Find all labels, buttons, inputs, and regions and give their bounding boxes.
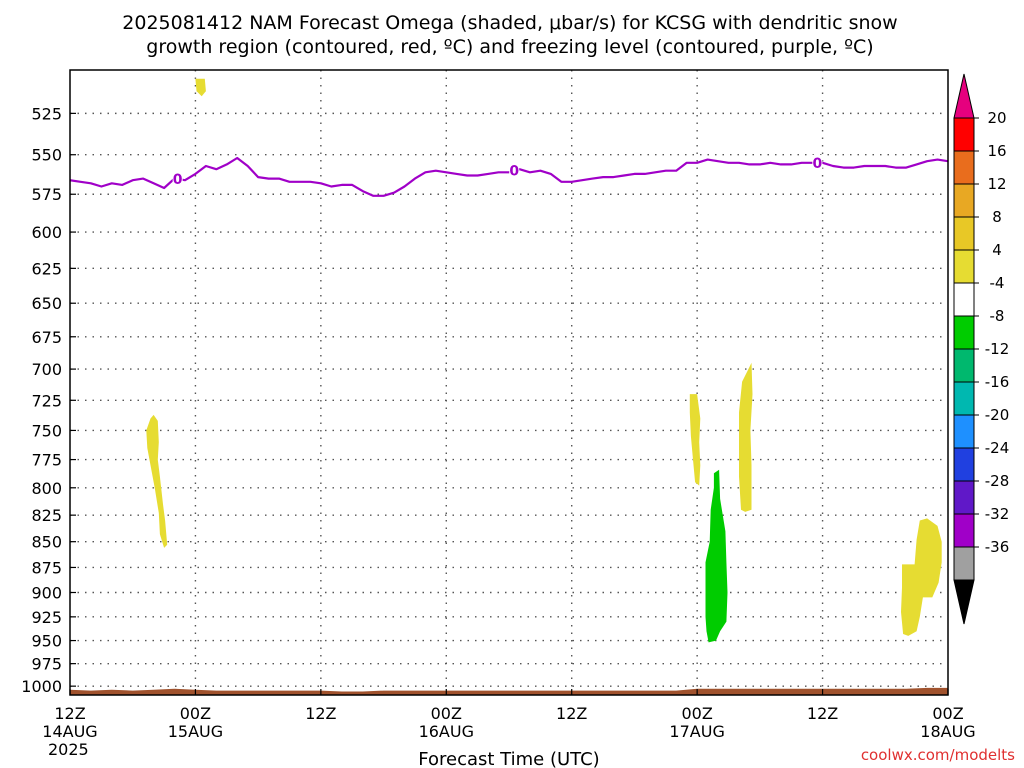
x-tick-label: 00Z — [180, 704, 211, 723]
colorbar: 20 16 12 8 4 -4 -8 -12 -16 -20 -24 -28 -32 -36 — [953, 73, 1010, 625]
x-tick-label: 00Z — [932, 704, 963, 723]
freezing-level-label: 0 — [509, 164, 519, 180]
colorbar-bottom-arrow — [953, 579, 975, 625]
plot-frame — [69, 69, 949, 696]
x-tick-date: 14AUG — [42, 722, 97, 741]
omega-region — [689, 394, 701, 486]
colorbar-tick-label: -28 — [985, 472, 1010, 490]
x-axis-label: Forecast Time (UTC) — [418, 749, 599, 768]
omega-region — [195, 78, 206, 97]
colorbar-tick-label: -16 — [985, 373, 1010, 391]
terrain — [70, 687, 948, 695]
y-tick-label: 950 — [31, 632, 62, 651]
colorbar-band — [953, 414, 975, 449]
freezing-level-label: 0 — [812, 156, 822, 172]
y-tick-label: 750 — [31, 421, 62, 440]
freezing-level-label: 0 — [173, 172, 183, 188]
y-tick-label: 625 — [31, 259, 62, 278]
colorbar-band — [953, 513, 975, 548]
colorbar-band — [953, 117, 975, 152]
y-tick-label: 675 — [31, 328, 62, 347]
omega-region — [705, 469, 728, 643]
colorbar-band — [953, 447, 975, 482]
y-tick-label: 600 — [31, 223, 62, 242]
colorbar-band — [953, 480, 975, 515]
colorbar-tick-label: -36 — [985, 538, 1010, 556]
y-tick-label: 725 — [31, 391, 62, 410]
contour-label-bg — [812, 154, 823, 171]
x-tick-date: 15AUG — [168, 722, 223, 741]
colorbar-tick-label: -24 — [985, 439, 1010, 457]
x-tick-year: 2025 — [48, 740, 89, 759]
colorbar-band — [953, 150, 975, 185]
contour-label-bg — [172, 171, 183, 188]
y-tick-label: 800 — [31, 479, 62, 498]
colorbar-tick-label: -4 — [990, 274, 1005, 292]
x-tick-date: 16AUG — [419, 722, 474, 741]
y-tick-label: 650 — [31, 294, 62, 313]
x-tick-date: 17AUG — [669, 722, 724, 741]
x-tick-label: 12Z — [807, 704, 838, 723]
y-tick-label: 900 — [31, 583, 62, 602]
y-tick-label: 875 — [31, 558, 62, 577]
plot-contents: 0 0 0 — [70, 78, 948, 695]
y-tick-label: 975 — [31, 655, 62, 674]
y-tick-label: 775 — [31, 451, 62, 470]
colorbar-tick-label: 8 — [992, 208, 1002, 226]
colorbar-band — [953, 249, 975, 284]
chart-title-line-2: growth region (contoured, red, ºC) and f… — [146, 36, 873, 58]
x-tick-label: 12Z — [305, 704, 336, 723]
colorbar-band — [953, 315, 975, 350]
y-tick-label: 575 — [31, 185, 62, 204]
y-tick-label: 550 — [31, 146, 62, 165]
chart-title-line-1: 2025081412 NAM Forecast Omega (shaded, μ… — [122, 12, 897, 34]
colorbar-tick-label: -32 — [985, 505, 1010, 523]
colorbar-band — [953, 216, 975, 251]
x-tick-label: 12Z — [556, 704, 587, 723]
omega-region — [739, 362, 753, 512]
colorbar-tick-label: 4 — [992, 241, 1002, 259]
colorbar-top-arrow — [953, 73, 975, 119]
x-tick-date: 18AUG — [920, 722, 975, 741]
colorbar-band — [953, 183, 975, 218]
contour-label-bg — [509, 162, 520, 179]
source-credit[interactable]: coolwx.com/modelts — [861, 746, 1015, 764]
colorbar-tick-label: 16 — [987, 142, 1006, 160]
colorbar-band — [953, 348, 975, 383]
plot-area: 0 0 0 525 550 575 600 625 650 675 700 725 750 775 800 8… — [21, 69, 976, 759]
colorbar-tick-label: -8 — [990, 307, 1005, 325]
omega-region — [901, 518, 942, 636]
colorbar-tick-label: -12 — [985, 340, 1010, 358]
y-tick-label: 1000 — [21, 677, 62, 696]
y-tick-label: 925 — [31, 608, 62, 627]
x-tick-label: 00Z — [431, 704, 462, 723]
y-tick-label: 525 — [31, 104, 62, 123]
freezing-level-line — [70, 156, 948, 197]
colorbar-tick-label: -20 — [985, 406, 1010, 424]
x-tick-label: 12Z — [54, 704, 85, 723]
colorbar-band — [953, 381, 975, 416]
colorbar-tick-label: 20 — [987, 109, 1006, 127]
y-tick-label: 850 — [31, 533, 62, 552]
omega-region — [146, 414, 168, 548]
colorbar-band — [953, 282, 975, 317]
x-tick-label: 00Z — [681, 704, 712, 723]
colorbar-tick-label: 12 — [987, 175, 1006, 193]
colorbar-band — [953, 546, 975, 581]
y-tick-label: 825 — [31, 506, 62, 525]
y-tick-label: 700 — [31, 360, 62, 379]
